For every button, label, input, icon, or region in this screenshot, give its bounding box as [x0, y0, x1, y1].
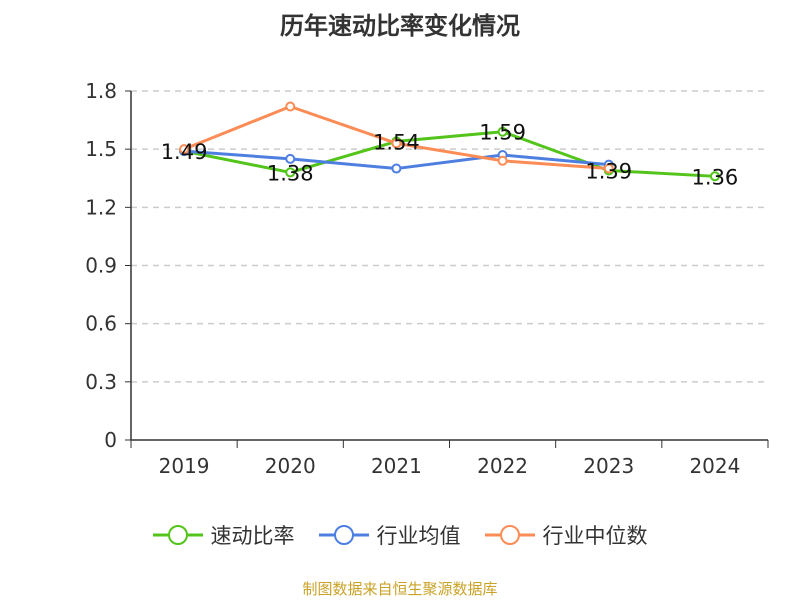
series-0: [179, 126, 720, 182]
data-point: [603, 163, 614, 174]
legend-marker-icon: [318, 525, 369, 545]
legend-marker-icon: [484, 525, 535, 545]
y-tick-label: 0.9: [85, 254, 117, 278]
series-2: [179, 101, 614, 174]
y-tick-label: 1.8: [85, 79, 117, 103]
data-point: [709, 171, 720, 182]
data-label: 1.39: [585, 159, 632, 183]
y-tick-label: 0.6: [85, 312, 117, 336]
legend-item[interactable]: 行业均值: [318, 520, 461, 550]
legend: 速动比率 行业均值 行业中位数: [0, 520, 800, 550]
y-tick-label: 1.5: [85, 137, 117, 161]
x-tick-label: 2022: [477, 454, 528, 478]
legend-label: 行业均值: [376, 524, 461, 548]
legend-item[interactable]: 速动比率: [152, 520, 295, 550]
data-label: 1.54: [373, 130, 420, 154]
data-label: 1.38: [267, 161, 314, 185]
legend-item[interactable]: 行业中位数: [484, 520, 648, 550]
source-note: 制图数据来自恒生聚源数据库: [302, 580, 498, 598]
data-label: 1.59: [479, 121, 526, 145]
data-point: [391, 163, 402, 174]
data-label: 1.36: [692, 165, 739, 189]
y-tick-label: 0.3: [85, 370, 117, 394]
data-point: [285, 101, 296, 112]
chart-title: 历年速动比率变化情况: [280, 12, 520, 40]
data-point: [497, 155, 508, 166]
data-label: 1.49: [161, 140, 208, 164]
data-point: [179, 144, 190, 155]
x-tick-label: 2019: [159, 454, 210, 478]
series-line: [183, 130, 715, 178]
data-point: [497, 126, 508, 137]
y-tick-label: 0: [104, 428, 117, 452]
legend-marker-icon: [152, 525, 203, 545]
data-point: [391, 138, 402, 149]
x-tick-label: 2024: [689, 454, 740, 478]
x-tick-label: 2021: [371, 454, 422, 478]
y-tick-label: 1.2: [85, 195, 117, 219]
x-tick-label: 2020: [265, 454, 316, 478]
legend-label: 速动比率: [210, 524, 295, 548]
legend-label: 行业中位数: [542, 524, 648, 548]
x-tick-label: 2023: [583, 454, 634, 478]
data-point: [285, 167, 296, 178]
data-point: [285, 153, 296, 164]
